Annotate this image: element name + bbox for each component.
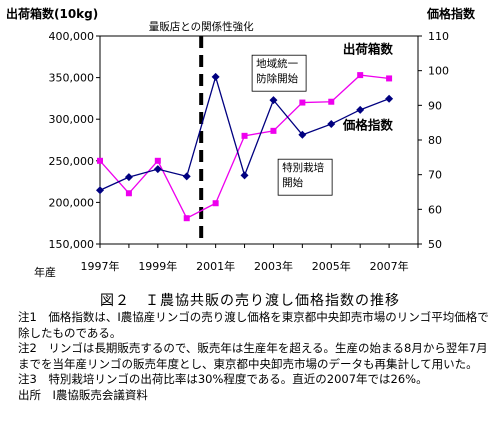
vertical-marker-label: 量販店との関係性強化 — [149, 20, 254, 33]
data-point-diamond — [298, 130, 307, 139]
note-3: 注3 特別栽培リンゴの出荷比率は30%程度である。直近の2007年では26%。 — [18, 372, 428, 386]
data-point-square — [299, 99, 306, 106]
y-left-tick-label: 400,000 — [49, 30, 95, 43]
y-right-tick-label: 60 — [428, 203, 442, 216]
annotation-text: 開始 — [282, 176, 303, 189]
x-axis-note: 年産 — [34, 265, 56, 279]
data-point-square — [125, 190, 132, 197]
x-tick-label: 1999年 — [138, 259, 177, 273]
y-left-tick-label: 300,000 — [49, 113, 95, 126]
data-point-diamond — [211, 72, 220, 81]
note-1: 注1 価格指数は、I農協産リンゴの売り渡し価格を東京都中央卸売市場のリンゴ平均価… — [18, 310, 489, 340]
y-left-tick-label: 350,000 — [49, 72, 95, 85]
data-point-diamond — [182, 172, 191, 181]
y-right-tick-label: 100 — [428, 65, 449, 78]
data-point-square — [357, 72, 364, 79]
series-label: 価格指数 — [342, 118, 394, 133]
data-point-diamond — [269, 96, 278, 105]
y-left-tick-label: 200,000 — [49, 196, 95, 209]
y-right-tick-label: 50 — [428, 238, 442, 251]
x-tick-label: 1997年 — [81, 259, 120, 273]
data-point-diamond — [240, 171, 249, 180]
series-line — [99, 74, 390, 220]
y-right-tick-label: 80 — [428, 134, 442, 147]
left-axis-title: 出荷箱数(10kg) — [6, 6, 98, 21]
data-point-square — [212, 200, 219, 207]
data-point-diamond — [153, 165, 162, 174]
y-right-tick-label: 110 — [428, 30, 449, 43]
data-point-square — [241, 132, 248, 139]
data-point-diamond — [356, 105, 365, 114]
note-2: 注2 リンゴは長期販売するので、販売年は生産年を超える。生産の始まる8月から翌年… — [18, 341, 488, 371]
source-note: 出所 I農協販売会議資料 — [18, 387, 148, 402]
annotation-box — [251, 54, 307, 92]
data-point-diamond — [124, 173, 133, 182]
annotation-text: 地域統一 — [256, 57, 298, 70]
figure-caption: 図２ Ｉ農協共販の売り渡し価格指数の推移 — [100, 293, 400, 309]
data-point-square — [97, 157, 103, 164]
data-point-square — [328, 98, 335, 105]
annotation-text: 特別栽培 — [282, 161, 324, 174]
annotation-box — [277, 158, 333, 196]
data-point-square — [386, 75, 393, 82]
data-point-square — [154, 157, 161, 164]
data-point-diamond — [327, 120, 336, 129]
data-point-diamond — [385, 94, 394, 103]
annotation-text: 防除開始 — [256, 72, 298, 85]
chart: 出荷箱数(10kg) 価格指数 年産 150,000 200,000 250,000… — [6, 6, 476, 279]
x-tick-label: 2003年 — [254, 259, 293, 273]
series-label: 出荷箱数 — [343, 41, 394, 56]
data-point-square — [183, 215, 190, 222]
notes: 注1 価格指数は、I農協産リンゴの売り渡し価格を東京都中央卸売市場のリンゴ平均価… — [18, 310, 493, 403]
y-left-tick-label: 250,000 — [49, 155, 95, 168]
data-point-diamond — [96, 186, 104, 195]
y-right-tick-label: 90 — [428, 99, 442, 112]
x-tick-label: 2005年 — [312, 259, 351, 273]
y-right-tick-label: 70 — [428, 169, 442, 182]
x-tick-label: 2001年 — [196, 259, 235, 273]
x-tick-label: 2007年 — [370, 259, 409, 273]
right-axis-title: 価格指数 — [426, 6, 476, 21]
data-point-square — [270, 127, 277, 134]
y-left-tick-label: 150,000 — [49, 238, 95, 251]
